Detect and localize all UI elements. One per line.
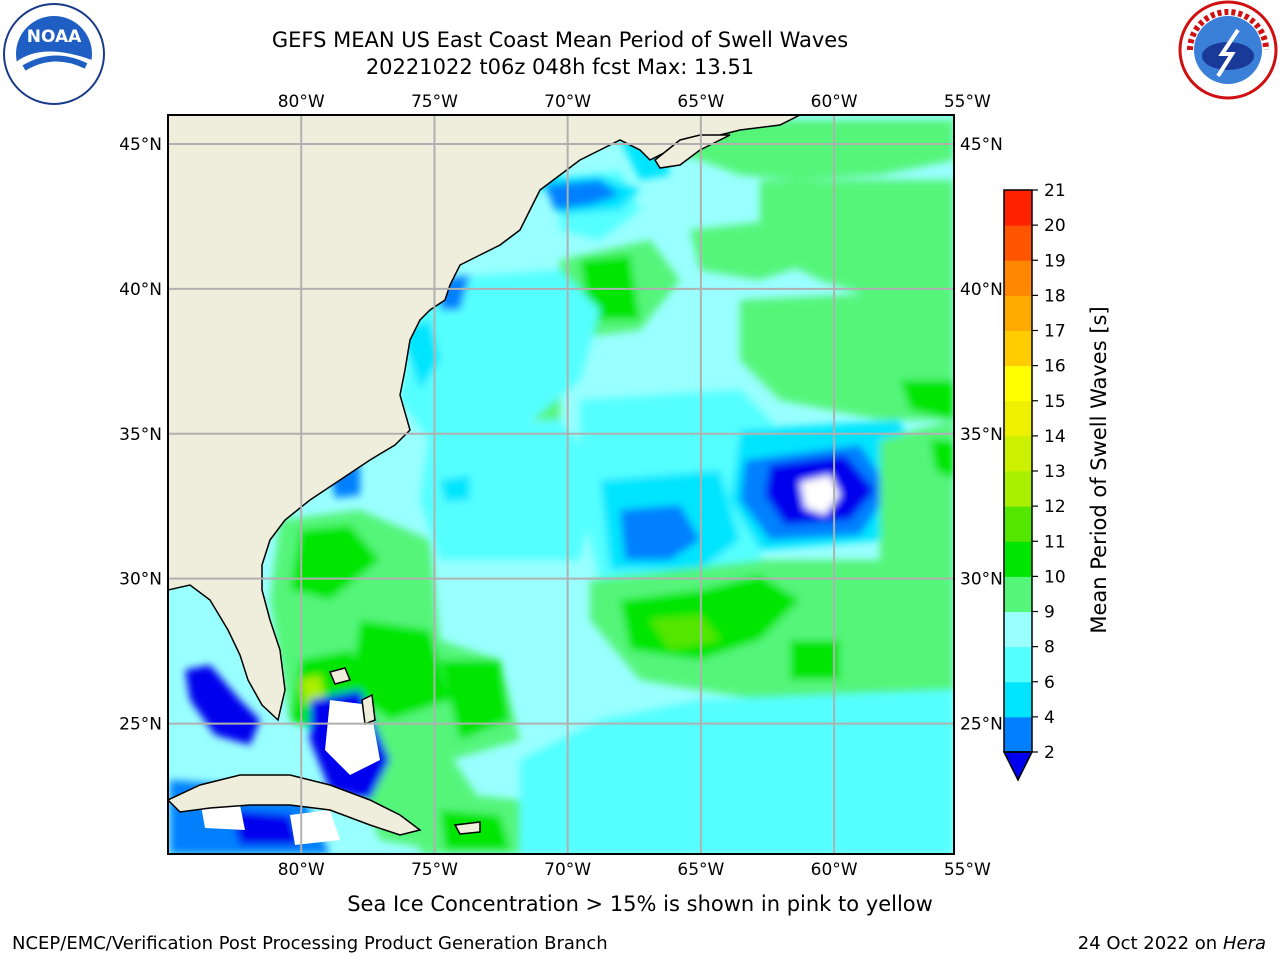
colorbar-label: Mean Period of Swell Waves [s] — [1087, 306, 1111, 633]
map-plot-area — [168, 115, 954, 854]
colorbar-tick-label: 12 — [1044, 497, 1066, 517]
colorbar-tick-label: 8 — [1044, 638, 1055, 658]
lat-label: 35°N — [960, 425, 1003, 445]
cuba-land — [168, 774, 422, 836]
colorbar-segment — [1004, 646, 1032, 683]
credit-left: NCEP/EMC/Verification Post Processing Pr… — [12, 933, 608, 954]
colorbar-tick-label: 2 — [1044, 743, 1055, 763]
colorbar-segment — [1004, 225, 1032, 261]
lon-label: 60°W — [811, 92, 858, 112]
chart-subtitle: 20221022 t06z 048h fcst Max: 13.51 — [365, 55, 755, 79]
colorbar-under-arrow — [1002, 751, 1034, 782]
hispaniola-land — [453, 821, 481, 835]
lon-label: 60°W — [811, 860, 858, 880]
colorbar-segment — [1004, 541, 1032, 577]
lat-lon-grid — [168, 115, 954, 854]
lon-label: 70°W — [544, 860, 591, 880]
colorbar: 2 4 6 8 9 10 11 12 13 14 15 16 17 18 19 20 21 — [1002, 181, 1066, 782]
colorbar-tick-label: 19 — [1044, 251, 1066, 271]
colorbar-tick-label: 9 — [1044, 603, 1055, 623]
map-frame — [167, 114, 955, 855]
colorbar-tick-label: 6 — [1044, 673, 1055, 693]
colorbar-tick-label: 17 — [1044, 322, 1066, 342]
colorbar-tick-label: 14 — [1044, 427, 1066, 447]
colorbar-segment — [1004, 716, 1032, 753]
lat-labels-right: 45°N 40°N 35°N 30°N 25°N — [960, 135, 1003, 735]
lon-label: 70°W — [544, 92, 591, 112]
nws-logo — [1178, 0, 1278, 100]
colorbar-segment — [1004, 576, 1032, 612]
colorbar-segment — [1004, 435, 1032, 472]
lat-label: 30°N — [119, 570, 162, 590]
colorbar-tick-label: 20 — [1044, 216, 1066, 236]
colorbar-tick-label: 16 — [1044, 357, 1066, 377]
lon-labels-top: 80°W 75°W 70°W 65°W 60°W 55°W — [278, 92, 991, 112]
colorbar-tick-label: 10 — [1044, 567, 1066, 587]
noaa-logo-text: NOAA — [27, 27, 82, 47]
colorbar-segment — [1004, 506, 1032, 542]
colorbar-segment — [1004, 471, 1032, 507]
colorbar-tick-label: 4 — [1044, 708, 1055, 728]
lon-label: 55°W — [944, 92, 991, 112]
colorbar-tick-label: 13 — [1044, 462, 1066, 482]
credit-host: Hera — [1222, 933, 1266, 954]
colorbar-segment — [1004, 190, 1032, 226]
bahamas-island-2 — [361, 693, 376, 726]
lon-labels-bottom: 80°W 75°W 70°W 65°W 60°W 55°W — [278, 860, 991, 880]
credit-date: 24 Oct 2022 on — [1077, 933, 1223, 954]
swell-period-field — [170, 120, 954, 854]
lon-label: 80°W — [278, 860, 325, 880]
chart-title: GEFS MEAN US East Coast Mean Period of S… — [271, 28, 849, 52]
bahamas-island-1 — [328, 667, 352, 685]
colorbar-segment — [1004, 400, 1032, 437]
lat-label: 45°N — [119, 135, 162, 155]
colorbar-segment — [1004, 260, 1032, 296]
north-america-land — [168, 115, 801, 722]
colorbar-segment — [1004, 365, 1032, 402]
colorbar-segment — [1004, 681, 1032, 718]
land-areas — [168, 115, 801, 836]
lon-label: 75°W — [411, 92, 458, 112]
colorbar-segment — [1004, 611, 1032, 648]
lat-label: 40°N — [960, 280, 1003, 300]
lon-label: 65°W — [677, 860, 724, 880]
lat-label: 25°N — [119, 715, 162, 735]
sea-ice-note: Sea Ice Concentration > 15% is shown in … — [347, 892, 933, 916]
colorbar-tick-label: 15 — [1044, 392, 1066, 412]
lat-labels-left: 45°N 40°N 35°N 30°N 25°N — [119, 135, 162, 735]
lon-label: 55°W — [944, 860, 991, 880]
noaa-logo: NOAA — [3, 3, 105, 105]
lon-label: 75°W — [411, 860, 458, 880]
lat-label: 25°N — [960, 715, 1003, 735]
colorbar-segment — [1004, 330, 1032, 367]
credit-right: 24 Oct 2022 on Hera — [1078, 933, 1266, 954]
colorbar-tick-label: 11 — [1044, 532, 1066, 552]
lat-label: 35°N — [119, 425, 162, 445]
lon-label: 65°W — [677, 92, 724, 112]
lat-label: 40°N — [119, 280, 162, 300]
lat-label: 45°N — [960, 135, 1003, 155]
lat-label: 30°N — [960, 570, 1003, 590]
colorbar-tick-label: 18 — [1044, 286, 1066, 306]
colorbar-segment — [1004, 295, 1032, 331]
colorbar-tick-label: 21 — [1044, 181, 1066, 201]
lon-label: 80°W — [278, 92, 325, 112]
